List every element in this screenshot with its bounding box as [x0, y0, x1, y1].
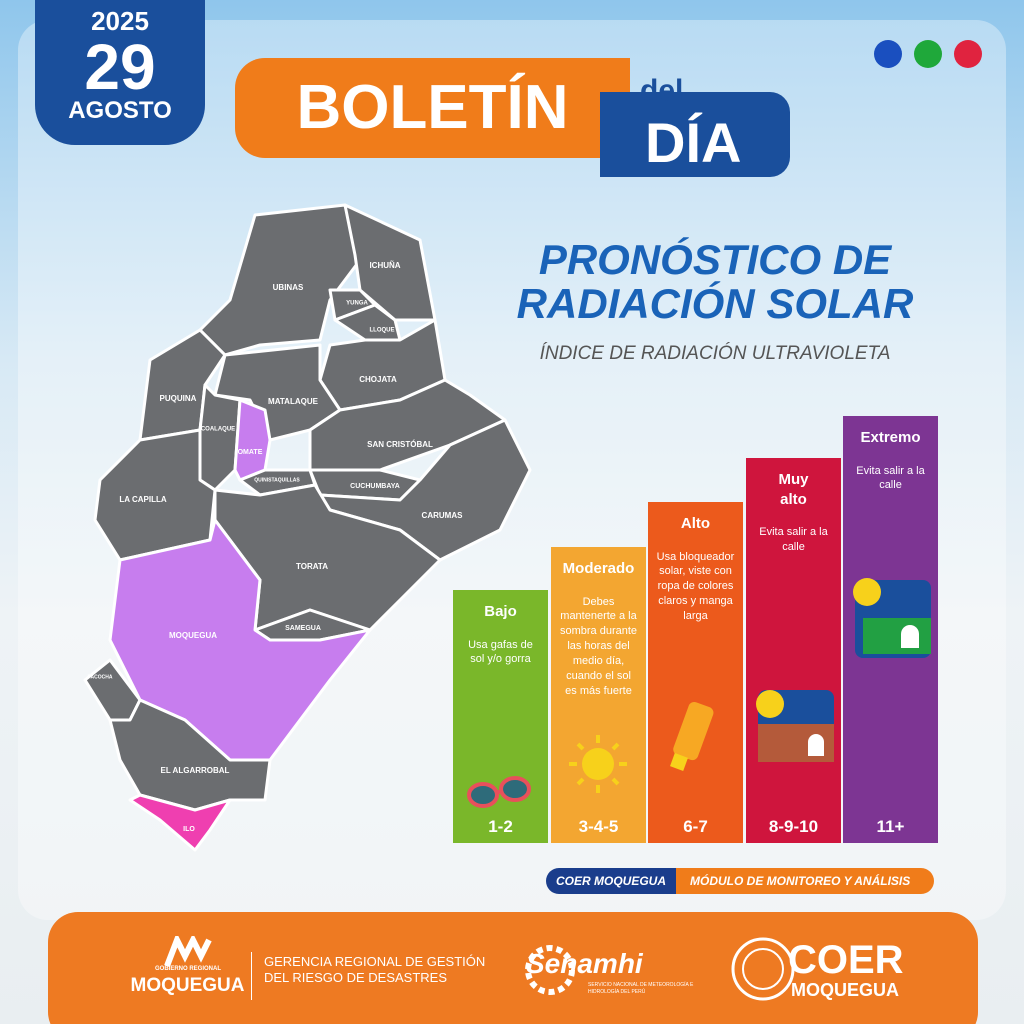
dots: [874, 40, 982, 68]
uv-advice: Usa gafas de sol y/o gorra: [468, 638, 533, 666]
coer-sub: MOQUEGUA: [791, 980, 899, 1000]
uv-level: Muy alto: [778, 471, 809, 508]
uv-level: Alto: [680, 515, 711, 532]
uv-range: 6-7: [683, 817, 708, 836]
uv-advice: Evita salir a la calle: [856, 464, 925, 492]
district-label: QUINISTAQUILLAS: [254, 477, 300, 483]
uv-advice: Debes mantenerte a la sombra durante las…: [559, 595, 638, 697]
district-label: TORATA: [296, 562, 328, 571]
year: 2025: [91, 6, 149, 36]
uv-bar: Muy alto Evita salir a la calle 8-9-10: [746, 458, 841, 843]
credit-module: MÓDULO DE MONITOREO Y ANÁLISIS: [676, 868, 935, 894]
gob-logo: [164, 936, 212, 968]
icon: [569, 735, 627, 793]
uv-level: Bajo: [484, 603, 517, 620]
district-label: LLOQUE: [370, 328, 395, 334]
district-label: ICHUÑA: [369, 261, 400, 270]
footer: GOBIERNO REGIONAL MOQUEGUA GERENCIA REGI…: [48, 912, 978, 1024]
senamhi-sub: SERVICIO NACIONAL DE METEOROLOGÍA E HIDR…: [588, 982, 694, 995]
subtitle: ÍNDICE DE RADIACIÓN ULTRAVIOLETA: [539, 343, 891, 364]
district-label: PACOCHA: [88, 674, 113, 680]
uv-advice: Evita salir a la calle: [759, 526, 828, 553]
district-label: UBINAS: [273, 283, 304, 292]
icon: [467, 776, 531, 808]
district-label: CARUMAS: [422, 511, 464, 520]
uv-range: 1-2: [488, 817, 513, 836]
coer: COER: [788, 938, 904, 982]
uv-bar: Moderado Debes mantenerte a la sombra dur…: [551, 547, 646, 843]
uv-range: 3-4-5: [578, 817, 619, 836]
title-del: del: [640, 74, 684, 107]
district-label: CHOJATA: [359, 375, 397, 384]
title-main: BOLETÍN: [235, 58, 630, 158]
coer-logo: [731, 937, 795, 1001]
district-label: OMATE: [238, 449, 263, 456]
gob-small: GOBIERNO REGIONAL: [154, 966, 221, 972]
heading: PRONÓSTICO DE RADIACIÓN SOLAR: [470, 238, 960, 326]
uv-advice: Usa bloqueador solar, viste con ropa de …: [656, 550, 735, 622]
month: AGOSTO: [68, 97, 172, 124]
district-label: SAN CRISTÓBAL: [367, 440, 433, 449]
district-label: MATALAQUE: [268, 397, 319, 406]
heading-line: PRONÓSTICO DE: [538, 236, 892, 283]
credit: COER MOQUEGUA MÓDULO DE MONITOREO Y ANÁL…: [546, 868, 935, 894]
district-label: COALAQUE: [201, 427, 235, 433]
icon: [756, 690, 834, 762]
district-label: LA CAPILLA: [119, 495, 166, 504]
district-label: EL ALGARROBAL: [161, 766, 230, 775]
uv-range: 11+: [876, 817, 905, 836]
district-label: YUNGA: [346, 301, 368, 307]
date-badge: 2025 29 AGOSTO: [35, 0, 205, 145]
district-label: ILO: [183, 826, 195, 833]
icon: [670, 701, 714, 771]
day: 29: [84, 31, 156, 103]
gob-name: MOQUEGUA: [130, 975, 245, 996]
district-label: SAMEGUA: [285, 625, 321, 632]
map: UBINAS ICHUÑA YUNGA LLOQUE CHOJATA PUQUI…: [83, 203, 532, 852]
senamhi-logo: [525, 945, 575, 995]
icon: [853, 578, 931, 658]
uv-bar: Bajo Usa gafas de sol y/o gorra 1-2: [453, 590, 548, 843]
title-dia: DÍA: [645, 111, 742, 174]
divider: [251, 952, 252, 1000]
district-label: PUQUINA: [160, 394, 197, 403]
district-label: CUCHUMBAYA: [350, 483, 400, 490]
uv-bar: Extremo Evita salir a la calle 11+: [843, 416, 938, 843]
senamhi: Senamhi: [526, 948, 643, 979]
uv-bar: Alto Usa bloqueador solar, viste con ropa…: [648, 502, 743, 843]
heading-line: RADIACIÓN SOLAR: [516, 280, 914, 327]
uv-level: Moderado: [562, 560, 635, 577]
uv-range: 8-9-10: [768, 817, 819, 836]
title-box: del DÍA: [600, 74, 790, 177]
district-label: MOQUEGUA: [169, 631, 217, 640]
uv-level: Extremo: [860, 429, 921, 446]
gerencia: GERENCIA REGIONAL DE GESTIÓN DEL RIESGO …: [264, 954, 486, 985]
credit-org: COER MOQUEGUA: [546, 868, 677, 894]
